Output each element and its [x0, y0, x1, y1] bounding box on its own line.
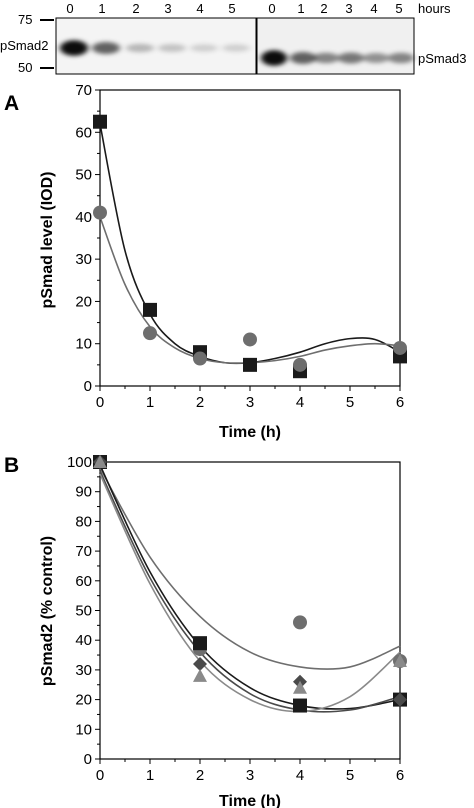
x-tick-label: 2 — [196, 394, 204, 411]
marker-50-label: 50 — [18, 60, 32, 75]
blot-strip-left — [55, 17, 257, 75]
blot-band — [363, 53, 389, 63]
y-tick-label: 20 — [75, 293, 92, 310]
pSmad2-label: pSmad2 — [0, 38, 48, 53]
fit-curve-square — [99, 464, 401, 710]
x-tick-label: 0 — [96, 767, 104, 784]
panel-letter-b: B — [4, 454, 19, 477]
blot-time-label: 2 — [132, 1, 139, 16]
fit-curve-square — [99, 123, 401, 365]
y-axis-title: pSmad level (IOD) — [39, 172, 56, 309]
y-tick-label: 0 — [84, 751, 92, 768]
data-point-square — [93, 114, 107, 129]
blot-time-label: 3 — [164, 1, 171, 16]
y-tick-label: 60 — [75, 573, 92, 590]
y-tick-label: 80 — [75, 513, 92, 530]
x-tick-label: 4 — [296, 767, 304, 784]
chart-a: A pSmad level (IOD) Time (h) 0 1 2 3 4 5 60102… — [4, 82, 407, 441]
y-tick-label: 40 — [75, 632, 92, 649]
y-tick-label: 70 — [75, 82, 92, 99]
data-point-square — [243, 357, 257, 372]
y-tick-label: 60 — [75, 124, 92, 141]
pSmad3-label: pSmad3 — [418, 51, 466, 66]
blot-band — [338, 52, 364, 64]
data-point-triangle — [93, 455, 107, 468]
x-tick-label: 5 — [346, 394, 354, 411]
y-tick-label: 50 — [75, 603, 92, 620]
x-tick-label: 6 — [396, 394, 404, 411]
data-point-circle — [193, 351, 207, 366]
blot-time-label: 0 — [66, 1, 73, 16]
data-point-diamond — [393, 692, 407, 707]
x-tick-label: 1 — [146, 767, 154, 784]
blot-time-label: 1 — [98, 1, 105, 16]
blot-strip-right — [256, 17, 415, 75]
y-tick-label: 70 — [75, 543, 92, 560]
panel-letter-a: A — [4, 92, 19, 115]
data-point-circle — [293, 615, 307, 630]
data-point-circle — [243, 332, 257, 347]
data-point-square — [293, 698, 307, 713]
blot-time-label: 5 — [395, 1, 402, 16]
x-tick-label: 0 — [96, 394, 104, 411]
blot-band — [290, 52, 316, 64]
plot-frame — [99, 461, 401, 760]
data-point-circle — [143, 326, 157, 341]
y-tick-label: 10 — [75, 721, 92, 738]
y-tick-label: 10 — [75, 336, 92, 353]
marker-75-label: 75 — [18, 12, 32, 27]
x-tick-label: 3 — [246, 767, 254, 784]
y-tick-label: 20 — [75, 692, 92, 709]
y-tick-label: 0 — [84, 378, 92, 395]
y-tick-label: 100 — [67, 454, 92, 471]
blot-band — [190, 44, 218, 52]
blot-time-label: 3 — [345, 1, 352, 16]
data-point-triangle — [293, 680, 307, 694]
x-axis-title: Time (h) — [219, 793, 281, 808]
x-axis-title: Time (h) — [219, 424, 281, 441]
data-point-diamond — [193, 656, 207, 671]
blot-time-label: 5 — [228, 1, 235, 16]
blot-band — [158, 44, 186, 52]
y-tick-label: 30 — [75, 251, 92, 268]
y-tick-label: 40 — [75, 209, 92, 226]
blot-band — [261, 50, 287, 66]
hours-label: hours — [418, 1, 451, 16]
x-tick-label: 4 — [296, 394, 304, 411]
data-point-square — [143, 302, 157, 317]
x-tick-label: 3 — [246, 394, 254, 411]
y-axis-title: pSmad2 (% control) — [39, 536, 56, 686]
data-point-circle — [393, 340, 407, 355]
data-point-circle — [93, 205, 107, 220]
x-tick-label: 1 — [146, 394, 154, 411]
blot-band — [60, 40, 88, 56]
x-tick-label: 6 — [396, 767, 404, 784]
blot-time-label: 2 — [320, 1, 327, 16]
data-point-circle — [293, 357, 307, 372]
blot-band — [388, 52, 414, 64]
western-blot-panel: 75 50 pSmad2 pSmad3 hours 0 1 2 3 4 5 0 1 2 3 4 5 — [0, 1, 466, 75]
fit-curve-diamond — [99, 470, 401, 713]
fit-curve-triangle — [99, 473, 401, 713]
fit-curve-circle — [99, 467, 401, 670]
blot-band — [313, 52, 339, 64]
blot-time-label: 4 — [196, 1, 203, 16]
y-tick-label: 50 — [75, 167, 92, 184]
blot-band — [92, 42, 120, 54]
chart-b: B pSmad2 (% control) Time (h) 0 1 2 3 4 5 6010… — [4, 454, 407, 808]
blot-time-label: 0 — [268, 1, 275, 16]
blot-band — [126, 43, 154, 53]
y-tick-label: 30 — [75, 662, 92, 679]
data-point-square — [193, 636, 207, 651]
x-tick-label: 2 — [196, 767, 204, 784]
blot-band — [222, 44, 250, 52]
blot-time-label: 4 — [370, 1, 377, 16]
y-tick-label: 90 — [75, 484, 92, 501]
x-tick-label: 5 — [346, 767, 354, 784]
blot-time-label: 1 — [297, 1, 304, 16]
data-point-triangle — [193, 668, 207, 682]
data-point-triangle — [393, 653, 407, 667]
